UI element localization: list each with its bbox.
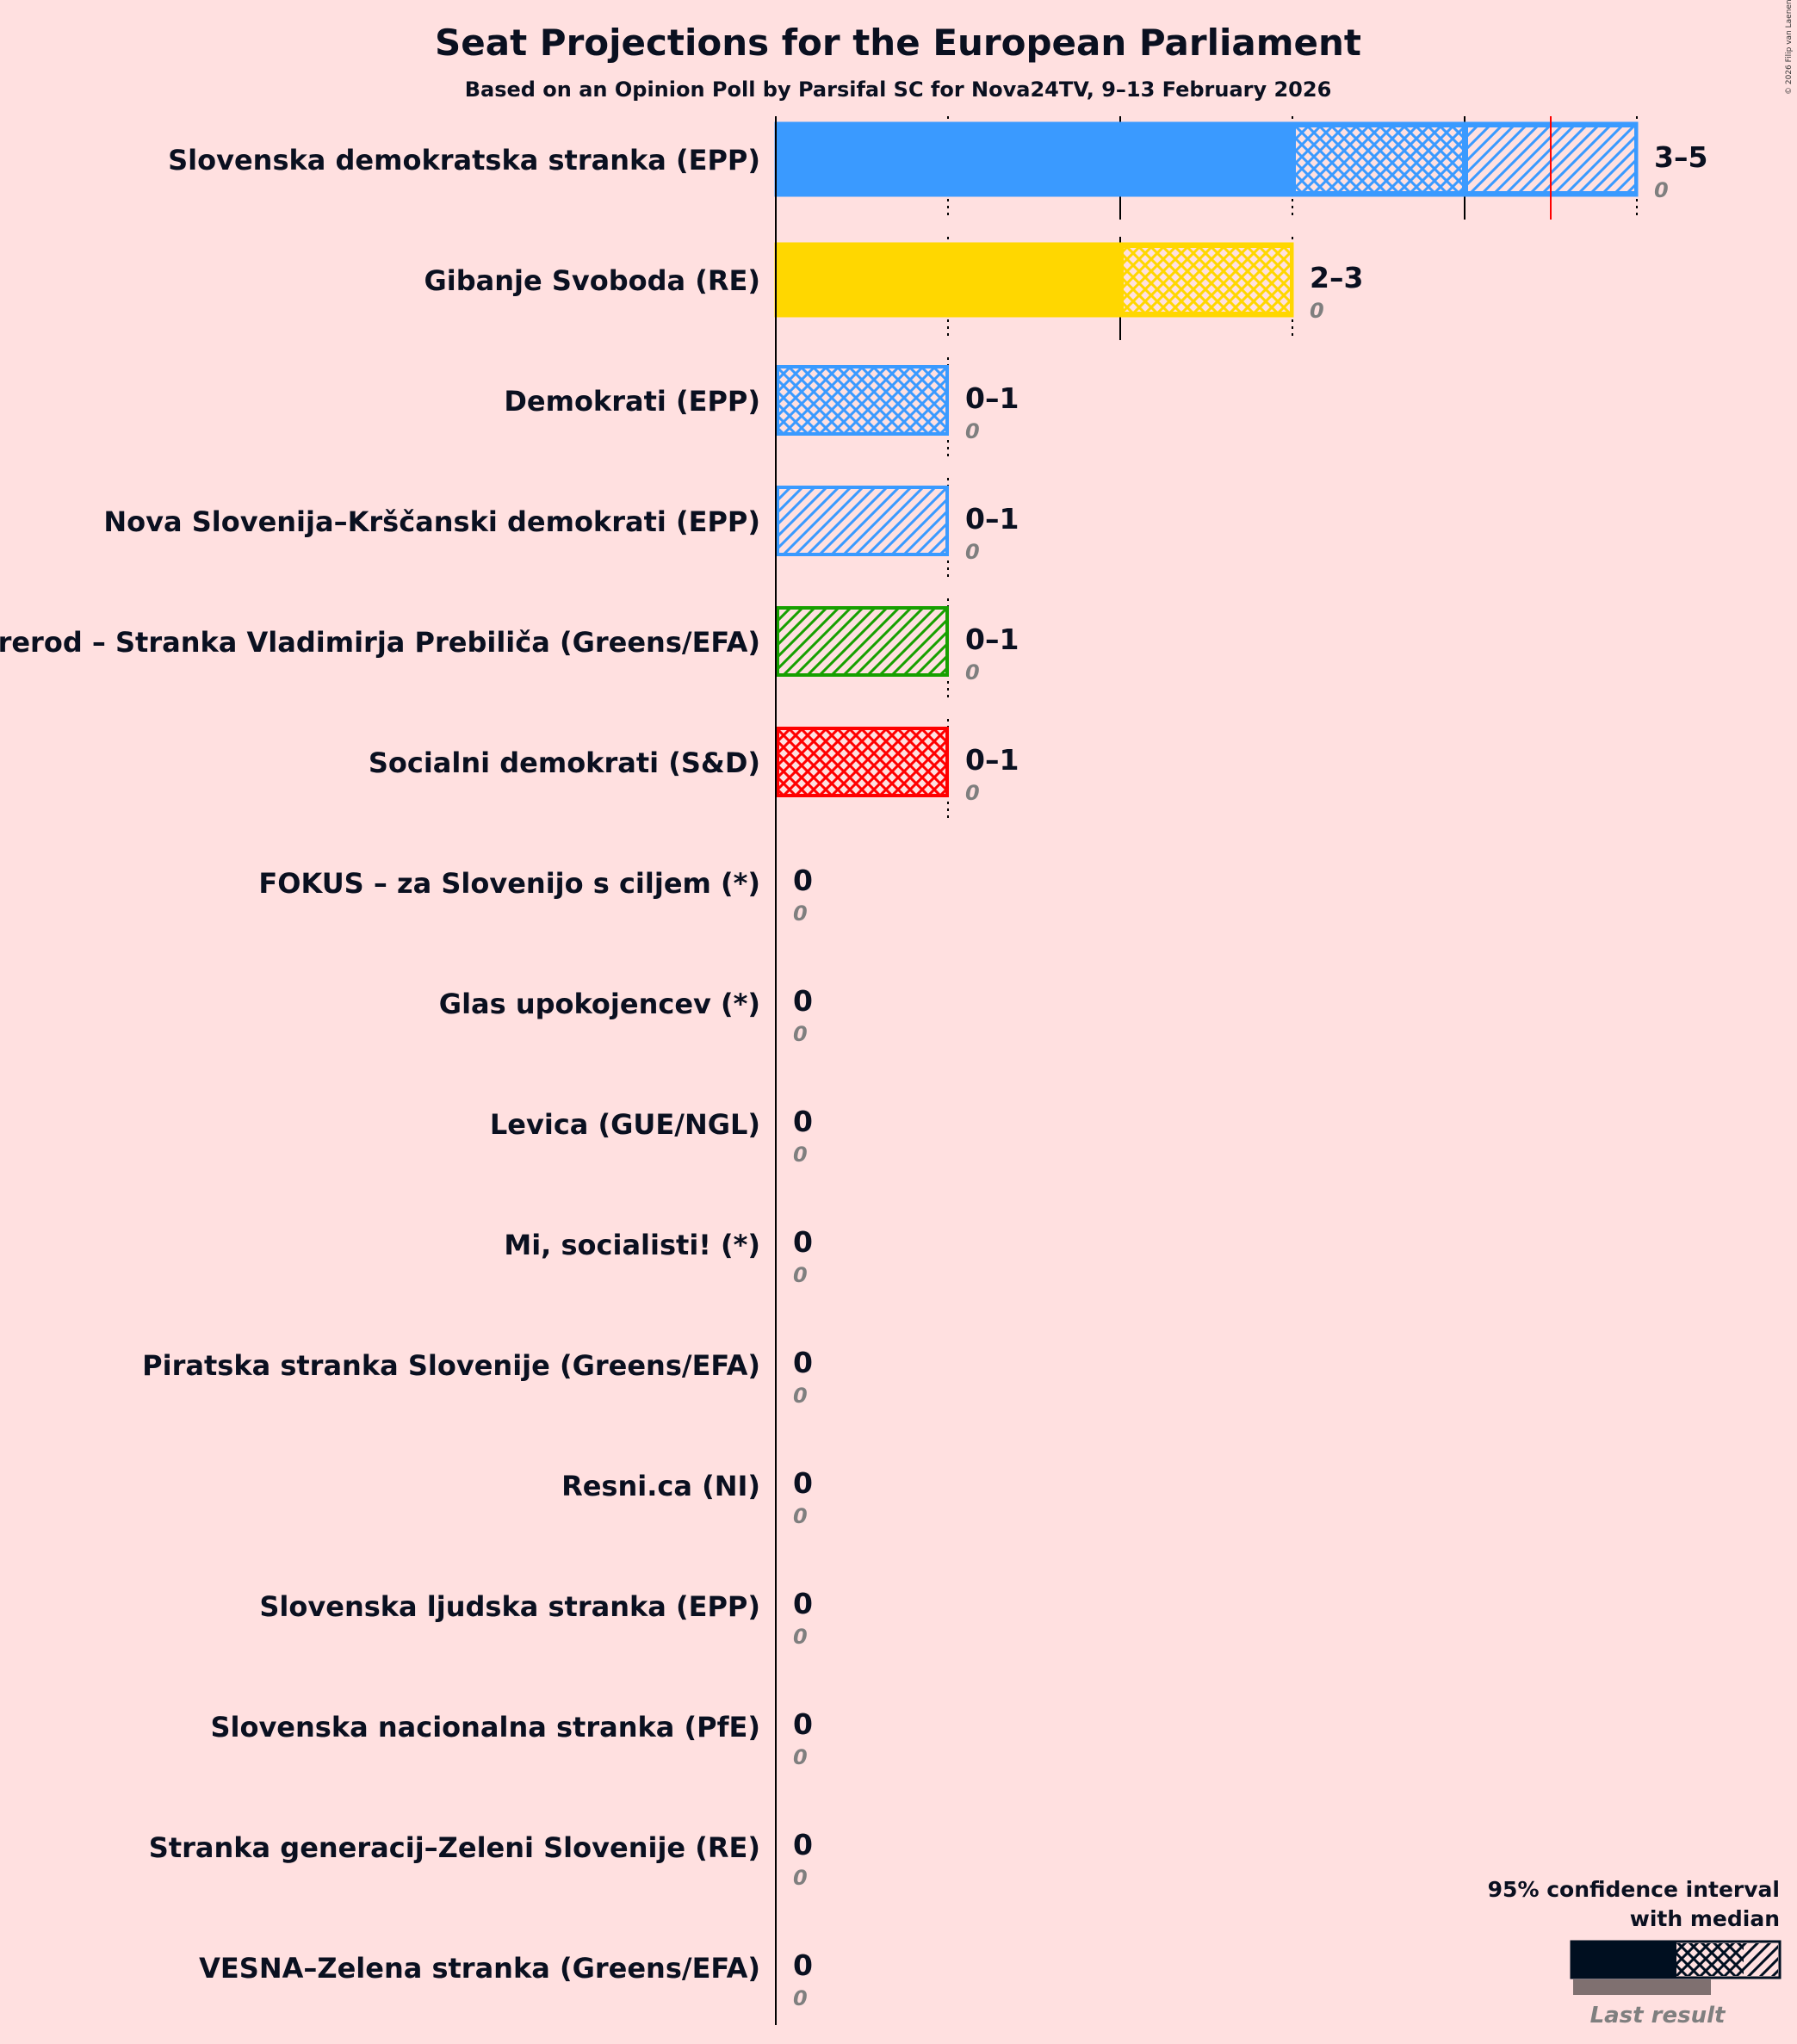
last-result-label: 0 bbox=[965, 781, 980, 805]
party-label: Mi, socialisti! (*) bbox=[504, 1229, 760, 1261]
range-label: 0 bbox=[793, 864, 813, 897]
party-label: FOKUS – za Slovenijo s ciljem (*) bbox=[258, 867, 760, 900]
last-result-label: 0 bbox=[793, 1022, 808, 1046]
range-label: 3–5 bbox=[1654, 140, 1707, 174]
bar-crosshatch bbox=[1120, 245, 1293, 315]
last-result-label: 0 bbox=[1310, 299, 1324, 323]
last-result-label: 0 bbox=[793, 1263, 808, 1287]
last-result-label: 0 bbox=[793, 1625, 808, 1649]
chart-subtitle: Based on an Opinion Poll by Parsifal SC … bbox=[465, 77, 1332, 102]
range-label: 2–3 bbox=[1310, 261, 1363, 294]
party-label: Levica (GUE/NGL) bbox=[490, 1108, 760, 1141]
legend-line1: 95% confidence interval bbox=[1488, 1877, 1780, 1902]
last-result-label: 0 bbox=[793, 1384, 808, 1408]
party-label: Stranka generacij–Zeleni Slovenije (RE) bbox=[149, 1831, 760, 1864]
last-result-label: 0 bbox=[1654, 178, 1669, 202]
party-label: Demokrati (EPP) bbox=[504, 385, 760, 418]
party-label: Slovenska ljudska stranka (EPP) bbox=[259, 1590, 760, 1623]
range-label: 0 bbox=[793, 1707, 813, 1741]
range-label: 0 bbox=[793, 1828, 813, 1861]
range-label: 0 bbox=[793, 1346, 813, 1379]
bar-hatch bbox=[776, 606, 949, 677]
bar-crosshatch bbox=[1292, 124, 1465, 195]
last-result-label: 0 bbox=[793, 1866, 808, 1890]
party-label: VESNA–Zelena stranka (Greens/EFA) bbox=[199, 1952, 760, 1985]
bar-hatch bbox=[776, 486, 949, 556]
last-result-label: 0 bbox=[793, 901, 808, 926]
legend-last-result-label: Last result bbox=[1590, 2003, 1726, 2029]
range-label: 0–1 bbox=[965, 622, 1019, 656]
legend: 95% confidence interval with median Last… bbox=[1488, 1877, 1782, 2029]
legend-solid-swatch bbox=[1571, 1942, 1676, 1978]
range-label: 0 bbox=[793, 1105, 813, 1138]
range-label: 0 bbox=[793, 1466, 813, 1500]
range-label: 0–1 bbox=[965, 502, 1019, 536]
legend-hatch-swatch bbox=[1744, 1943, 1778, 1976]
legend-frame bbox=[1570, 1940, 1782, 1979]
party-label: Prerod – Stranka Vladimirja Prebiliča (G… bbox=[0, 626, 760, 659]
bar-crosshatch bbox=[776, 365, 949, 436]
range-label: 0 bbox=[793, 1225, 813, 1259]
range-label: 0 bbox=[793, 984, 813, 1018]
last-result-label: 0 bbox=[965, 540, 980, 564]
bar-crosshatch bbox=[776, 727, 949, 797]
last-result-label: 0 bbox=[793, 1143, 808, 1167]
copyright: © 2026 Filip van Laenen bbox=[1785, 0, 1794, 95]
range-label: 0 bbox=[793, 1587, 813, 1620]
last-result-label: 0 bbox=[793, 1986, 808, 2010]
range-label: 0–1 bbox=[965, 743, 1019, 777]
legend-last-result-swatch bbox=[1573, 1979, 1711, 1995]
party-label: Piratska stranka Slovenije (Greens/EFA) bbox=[142, 1349, 760, 1382]
last-result-label: 0 bbox=[793, 1745, 808, 1769]
legend-line2: with median bbox=[1630, 1906, 1780, 1931]
range-label: 0 bbox=[793, 1948, 813, 1982]
party-label: Socialni demokrati (S&D) bbox=[369, 746, 760, 779]
bar-solid bbox=[776, 123, 1292, 195]
chart-title: Seat Projections for the European Parlia… bbox=[435, 22, 1361, 64]
bar-solid bbox=[776, 244, 1120, 316]
party-label: Resni.ca (NI) bbox=[561, 1470, 760, 1502]
range-label: 0–1 bbox=[965, 381, 1019, 415]
party-label: Slovenska demokratska stranka (EPP) bbox=[168, 144, 760, 177]
last-result-label: 0 bbox=[965, 660, 980, 684]
last-result-label: 0 bbox=[793, 1504, 808, 1528]
party-label: Gibanje Svoboda (RE) bbox=[424, 264, 761, 297]
party-label: Nova Slovenija–Krščanski demokrati (EPP) bbox=[103, 505, 760, 538]
legend-crosshatch-swatch bbox=[1676, 1943, 1744, 1976]
party-label: Slovenska nacionalna stranka (PfE) bbox=[210, 1711, 760, 1744]
party-label: Glas upokojencev (*) bbox=[439, 988, 760, 1020]
last-result-label: 0 bbox=[965, 419, 980, 443]
